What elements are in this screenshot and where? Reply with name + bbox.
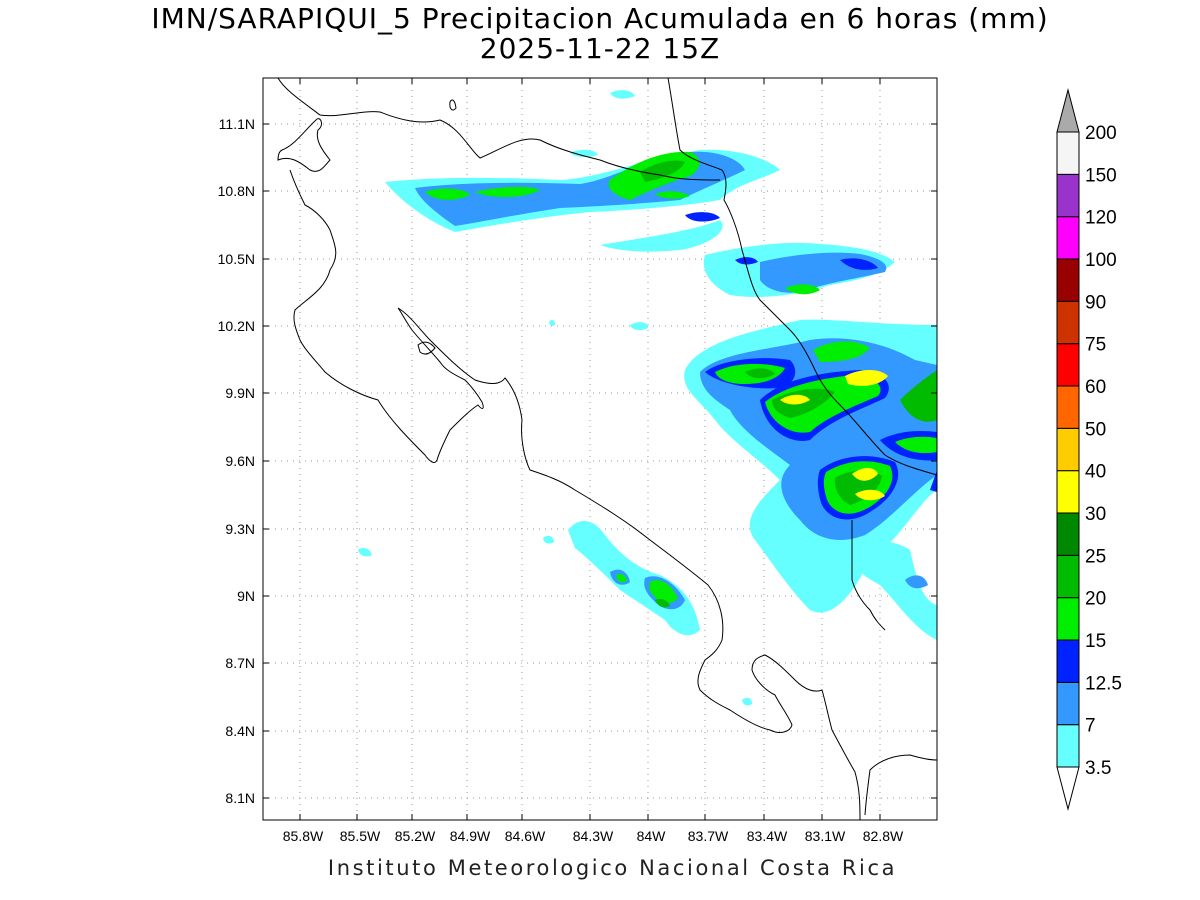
colorbar-swatch — [1056, 639, 1080, 683]
y-tick-label: 9N — [237, 588, 255, 604]
colorbar-swatch — [1056, 681, 1080, 726]
colorbar-swatch — [1056, 470, 1080, 514]
colorbar-label: 3.5 — [1085, 758, 1111, 779]
colorbar: 3.5 7 12.5 15 20 25 30 40 50 60 75 90 100 120 150 200 — [1056, 88, 1122, 811]
x-tick-label: 85.2W — [395, 828, 436, 844]
colorbar-label: 75 — [1085, 335, 1106, 356]
colorbar-label: 90 — [1085, 292, 1106, 313]
x-tick-label: 83.4W — [747, 828, 788, 844]
x-tick-label: 84.3W — [573, 828, 614, 844]
precip-area-osa — [568, 520, 700, 636]
colorbar-label: 25 — [1085, 546, 1106, 567]
colorbar-label: 150 — [1085, 165, 1117, 186]
y-tick-label: 9.6N — [225, 453, 255, 469]
colorbar-label: 20 — [1085, 589, 1106, 610]
colorbar-label: 12.5 — [1085, 673, 1122, 694]
colorbar-label: 40 — [1085, 462, 1106, 483]
y-tick-label: 11.1N — [219, 116, 255, 132]
y-tick-label: 10.2N — [218, 318, 255, 334]
map-title: IMN/SARAPIQUI_5 Precipitacion Acumulada … — [151, 2, 1049, 35]
y-tick-label: 10.5N — [218, 251, 255, 267]
colorbar-swatch — [1056, 554, 1080, 599]
colorbar-swatch — [1056, 385, 1080, 429]
x-tick-label: 84.9W — [450, 828, 491, 844]
map-frame — [262, 77, 938, 821]
x-tick-label: 85.5W — [340, 828, 381, 844]
precipitation-field — [358, 90, 937, 706]
colorbar-label: 100 — [1085, 250, 1117, 271]
y-tick-label: 8.4N — [225, 723, 255, 739]
colorbar-swatch — [1056, 300, 1080, 345]
colorbar-label: 7 — [1085, 716, 1096, 737]
coastlines — [277, 78, 937, 820]
y-tick-label: 9.3N — [225, 521, 255, 537]
map-subtitle: 2025-11-22 15Z — [479, 32, 721, 65]
y-tick-label: 8.1N — [225, 790, 255, 806]
colorbar-upper-extend — [1056, 88, 1080, 133]
colorbar-label: 30 — [1085, 504, 1106, 525]
pacific-coast — [277, 118, 331, 172]
colorbar-swatch — [1056, 724, 1080, 768]
colorbar-label: 120 — [1085, 208, 1117, 229]
colorbar-label: 50 — [1085, 419, 1106, 440]
colorbar-swatch — [1056, 216, 1080, 260]
colorbar-swatch — [1056, 427, 1080, 472]
x-tick-label: 83.1W — [805, 828, 846, 844]
y-tick-label: 8.7N — [225, 655, 255, 671]
x-tick-label: 84W — [637, 828, 667, 844]
footer-credit: Instituto Meteorologico Nacional Costa R… — [327, 856, 898, 880]
colorbar-lower-extend — [1056, 766, 1080, 811]
y-tick-label: 9.9N — [225, 385, 255, 401]
x-tick-label: 84.6W — [505, 828, 546, 844]
colorbar-label: 60 — [1085, 377, 1106, 398]
colorbar-swatch — [1056, 258, 1080, 302]
x-tick-label: 82.8W — [863, 828, 904, 844]
colorbar-swatch — [1056, 131, 1080, 175]
colorbar-label: 200 — [1085, 123, 1117, 144]
nicaragua-costa-rica-border — [277, 78, 721, 181]
precip-area-north-west-15 — [425, 188, 470, 200]
y-axis-ticks: 11.1N 10.8N 10.5N 10.2N 9.9N 9.6N 9.3N 9N 8.7N 8.… — [218, 116, 937, 806]
colorbar-label: 15 — [1085, 631, 1106, 652]
colorbar-swatch — [1056, 597, 1080, 641]
y-tick-label: 10.8N — [218, 183, 255, 199]
colorbar-swatch — [1056, 512, 1080, 556]
x-tick-label: 83.7W — [688, 828, 729, 844]
colorbar-swatch — [1056, 343, 1080, 387]
x-axis-ticks: 85.8W 85.5W 85.2W 84.9W 84.6W 84.3W 84W 83.7W 83… — [283, 78, 904, 844]
colorbar-swatch — [1056, 173, 1080, 218]
x-tick-label: 85.8W — [283, 828, 324, 844]
